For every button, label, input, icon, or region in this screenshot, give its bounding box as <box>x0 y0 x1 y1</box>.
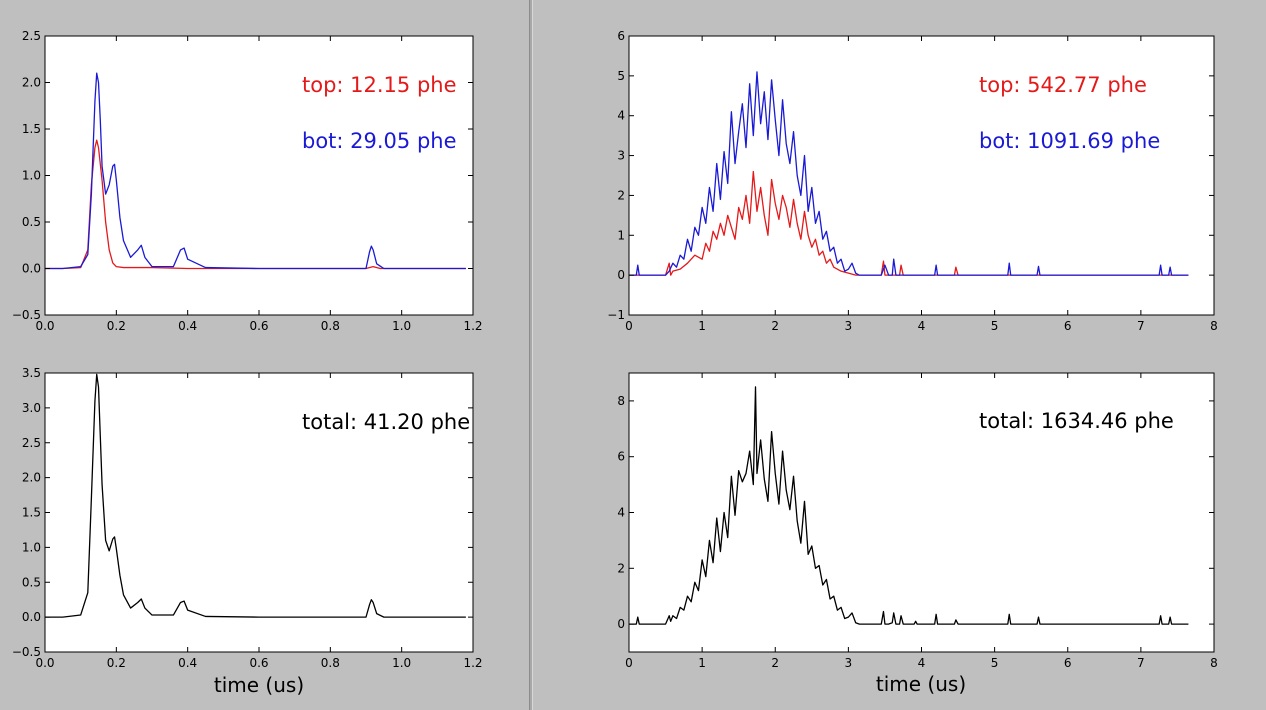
x-tick-label: 0.6 <box>249 319 268 333</box>
phe-annotation: bot: 29.05 phe <box>302 129 457 153</box>
x-tick-label: 1 <box>698 319 706 333</box>
x-tick-label: 0.4 <box>178 319 197 333</box>
series-line-0 <box>45 373 466 618</box>
y-tick-label: 3.0 <box>22 401 41 415</box>
x-tick-label: 0 <box>625 319 633 333</box>
y-tick-label: 2 <box>617 561 625 575</box>
plot-area <box>629 373 1214 652</box>
x-tick-label: 8 <box>1210 656 1218 670</box>
x-axis-label: time (us) <box>214 673 304 697</box>
series-line-1 <box>45 72 466 270</box>
x-tick-label: 6 <box>1064 319 1072 333</box>
y-tick-label: 2.0 <box>22 76 41 90</box>
y-tick-label: 1.0 <box>22 540 41 554</box>
series-line-0 <box>629 386 1189 625</box>
x-tick-label: 0.0 <box>35 656 54 670</box>
y-tick-label: 3.5 <box>22 366 41 380</box>
x-tick-label: 7 <box>1137 319 1145 333</box>
x-tick-label: 0.2 <box>107 656 126 670</box>
y-tick-label: 1 <box>617 228 625 242</box>
x-tick-label: 5 <box>991 319 999 333</box>
panel-divider[interactable] <box>529 0 533 710</box>
x-tick-label: 1.2 <box>463 319 482 333</box>
x-tick-label: 1.0 <box>392 319 411 333</box>
left-top-panel: 0.0 0.2 0.4 0.6 0.8 1.0 1.2−0.50.00.51.01.52.0… <box>12 29 483 333</box>
y-tick-label: 0.5 <box>22 215 41 229</box>
phe-annotation: top: 12.15 phe <box>302 73 457 97</box>
x-tick-label: 0.4 <box>178 656 197 670</box>
x-tick-label: 0.8 <box>321 656 340 670</box>
right-bottom-panel: 0 1 2 3 4 5 6 7 8 0 2 4 6 8 total: 1634.46 phe time (us… <box>617 372 1218 696</box>
plot-area <box>45 373 473 652</box>
y-tick-label: 0.5 <box>22 575 41 589</box>
y-tick-label: 0.0 <box>22 610 41 624</box>
y-tick-label: 5 <box>617 69 625 83</box>
x-tick-label: 4 <box>918 656 926 670</box>
x-tick-label: 7 <box>1137 656 1145 670</box>
y-tick-label: 6 <box>617 29 625 43</box>
phe-annotation: bot: 1091.69 phe <box>979 129 1160 153</box>
left-bottom-panel: 0.0 0.2 0.4 0.6 0.8 1.0 1.2−0.50.00.51.01.52.0… <box>12 366 483 697</box>
y-tick-label: 2 <box>617 188 625 202</box>
y-tick-label: 8 <box>617 394 625 408</box>
y-tick-label: 0 <box>617 617 625 631</box>
x-tick-label: 0.6 <box>249 656 268 670</box>
y-tick-label: −1 <box>607 308 625 322</box>
x-tick-label: 3 <box>845 656 853 670</box>
y-tick-label: 2.5 <box>22 29 41 43</box>
x-tick-label: 1.0 <box>392 656 411 670</box>
y-tick-label: −0.5 <box>12 645 41 659</box>
y-tick-label: 1.0 <box>22 169 41 183</box>
x-tick-label: 1 <box>698 656 706 670</box>
y-tick-label: −0.5 <box>12 308 41 322</box>
phe-annotation: top: 542.77 phe <box>979 73 1147 97</box>
phe-annotation: total: 41.20 phe <box>302 410 470 434</box>
x-tick-label: 2 <box>771 319 779 333</box>
x-axis-label: time (us) <box>876 672 966 696</box>
x-tick-label: 0 <box>625 656 633 670</box>
phe-annotation: total: 1634.46 phe <box>979 409 1174 433</box>
x-tick-label: 0.0 <box>35 319 54 333</box>
y-tick-label: 0 <box>617 268 625 282</box>
y-tick-label: 1.5 <box>22 122 41 136</box>
y-tick-label: 4 <box>617 109 625 123</box>
y-tick-label: 1.5 <box>22 506 41 520</box>
y-tick-label: 3 <box>617 149 625 163</box>
x-tick-label: 3 <box>845 319 853 333</box>
y-tick-label: 0.0 <box>22 262 41 276</box>
y-tick-label: 2.5 <box>22 436 41 450</box>
x-tick-label: 0.2 <box>107 319 126 333</box>
x-tick-label: 0.8 <box>321 319 340 333</box>
y-tick-label: 4 <box>617 506 625 520</box>
x-tick-label: 2 <box>771 656 779 670</box>
x-tick-label: 6 <box>1064 656 1072 670</box>
y-tick-label: 6 <box>617 450 625 464</box>
x-tick-label: 5 <box>991 656 999 670</box>
x-tick-label: 1.2 <box>463 656 482 670</box>
x-tick-label: 8 <box>1210 319 1218 333</box>
series-line-1 <box>629 71 1189 276</box>
x-tick-label: 4 <box>918 319 926 333</box>
y-tick-label: 2.0 <box>22 471 41 485</box>
